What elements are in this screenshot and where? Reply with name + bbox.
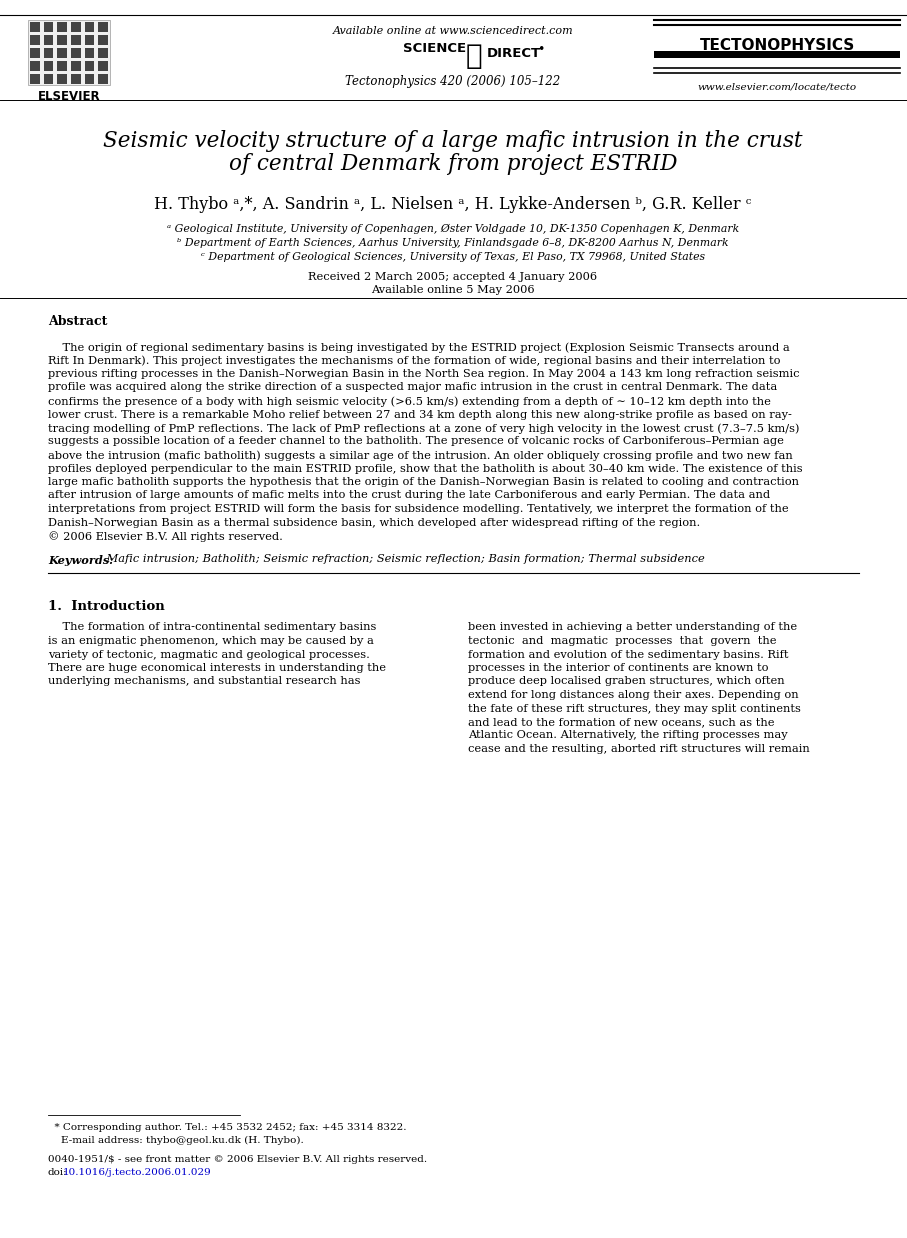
Text: Danish–Norwegian Basin as a thermal subsidence basin, which developed after wide: Danish–Norwegian Basin as a thermal subs… [48, 517, 700, 527]
Text: ⓐ: ⓐ [466, 42, 483, 71]
Text: 10.1016/j.tecto.2006.01.029: 10.1016/j.tecto.2006.01.029 [63, 1167, 211, 1177]
Text: doi:: doi: [48, 1167, 68, 1177]
Bar [98, 61, 108, 71]
Text: * Corresponding author. Tel.: +45 3532 2452; fax: +45 3314 8322.: * Corresponding author. Tel.: +45 3532 2… [48, 1123, 406, 1132]
Bar [44, 61, 54, 71]
Text: profile was acquired along the strike direction of a suspected major mafic intru: profile was acquired along the strike di… [48, 383, 777, 392]
Text: •: • [537, 43, 544, 56]
Bar [30, 74, 40, 84]
Bar [71, 61, 81, 71]
Text: extend for long distances along their axes. Depending on: extend for long distances along their ax… [468, 690, 799, 699]
Text: Mafic intrusion; Batholith; Seismic refraction; Seismic reflection; Basin format: Mafic intrusion; Batholith; Seismic refr… [103, 555, 705, 565]
Bar [30, 48, 40, 58]
Bar [84, 22, 94, 32]
Text: confirms the presence of a body with high seismic velocity (>6.5 km/s) extending: confirms the presence of a body with hig… [48, 396, 771, 406]
Text: suggests a possible location of a feeder channel to the batholith. The presence : suggests a possible location of a feeder… [48, 437, 784, 447]
Bar [30, 35, 40, 45]
Bar [44, 48, 54, 58]
Text: previous rifting processes in the Danish–Norwegian Basin in the North Sea region: previous rifting processes in the Danish… [48, 369, 799, 379]
Text: interpretations from project ESTRID will form the basis for subsidence modelling: interpretations from project ESTRID will… [48, 504, 788, 514]
Text: ᵇ Department of Earth Sciences, Aarhus University, Finlandsgade 6–8, DK-8200 Aar: ᵇ Department of Earth Sciences, Aarhus U… [177, 238, 729, 248]
Text: Abstract: Abstract [48, 314, 107, 328]
Text: Atlantic Ocean. Alternatively, the rifting processes may: Atlantic Ocean. Alternatively, the rifti… [468, 730, 787, 740]
Text: Seismic velocity structure of a large mafic intrusion in the crust: Seismic velocity structure of a large ma… [103, 130, 803, 152]
Text: ᶜ Department of Geological Sciences, University of Texas, El Paso, TX 79968, Uni: ᶜ Department of Geological Sciences, Uni… [201, 253, 705, 262]
Text: 0040-1951/$ - see front matter © 2006 Elsevier B.V. All rights reserved.: 0040-1951/$ - see front matter © 2006 El… [48, 1155, 427, 1164]
Text: www.elsevier.com/locate/tecto: www.elsevier.com/locate/tecto [697, 82, 856, 92]
Text: E-mail address: thybo@geol.ku.dk (H. Thybo).: E-mail address: thybo@geol.ku.dk (H. Thy… [48, 1136, 304, 1145]
Text: is an enigmatic phenomenon, which may be caused by a: is an enigmatic phenomenon, which may be… [48, 636, 374, 646]
Text: DIRECT: DIRECT [487, 47, 541, 59]
Bar [44, 74, 54, 84]
Text: tectonic  and  magmatic  processes  that  govern  the: tectonic and magmatic processes that gov… [468, 636, 776, 646]
Text: and lead to the formation of new oceans, such as the: and lead to the formation of new oceans,… [468, 717, 775, 727]
Text: There are huge economical interests in understanding the: There are huge economical interests in u… [48, 664, 386, 673]
Bar [57, 48, 67, 58]
Text: processes in the interior of continents are known to: processes in the interior of continents … [468, 664, 768, 673]
Bar [84, 61, 94, 71]
Text: after intrusion of large amounts of mafic melts into the crust during the late C: after intrusion of large amounts of mafi… [48, 490, 770, 500]
Bar [98, 22, 108, 32]
Text: cease and the resulting, aborted rift structures will remain: cease and the resulting, aborted rift st… [468, 744, 810, 754]
Text: formation and evolution of the sedimentary basins. Rift: formation and evolution of the sedimenta… [468, 650, 788, 660]
Bar [71, 22, 81, 32]
Bar [654, 51, 900, 58]
Text: tracing modelling of PmP reflections. The lack of PmP reflections at a zone of v: tracing modelling of PmP reflections. Th… [48, 423, 799, 433]
Bar [57, 22, 67, 32]
Bar [57, 61, 67, 71]
Text: underlying mechanisms, and substantial research has: underlying mechanisms, and substantial r… [48, 676, 360, 687]
Bar [71, 35, 81, 45]
Text: of central Denmark from project ESTRID: of central Denmark from project ESTRID [229, 154, 678, 175]
Text: Available online 5 May 2006: Available online 5 May 2006 [371, 285, 535, 295]
Bar [98, 48, 108, 58]
Bar [71, 74, 81, 84]
Bar [30, 22, 40, 32]
Text: TECTONOPHYSICS: TECTONOPHYSICS [699, 38, 854, 53]
Text: Received 2 March 2005; accepted 4 January 2006: Received 2 March 2005; accepted 4 Januar… [308, 272, 598, 282]
Text: produce deep localised graben structures, which often: produce deep localised graben structures… [468, 676, 785, 687]
Text: The origin of regional sedimentary basins is being investigated by the ESTRID pr: The origin of regional sedimentary basin… [48, 342, 790, 353]
Text: the fate of these rift structures, they may split continents: the fate of these rift structures, they … [468, 703, 801, 713]
Text: © 2006 Elsevier B.V. All rights reserved.: © 2006 Elsevier B.V. All rights reserved… [48, 531, 283, 542]
Text: The formation of intra-continental sedimentary basins: The formation of intra-continental sedim… [48, 623, 376, 633]
Text: Tectonophysics 420 (2006) 105–122: Tectonophysics 420 (2006) 105–122 [346, 76, 561, 88]
Bar [84, 35, 94, 45]
Text: ELSEVIER: ELSEVIER [38, 90, 101, 103]
Bar [30, 61, 40, 71]
Text: above the intrusion (mafic batholith) suggests a similar age of the intrusion. A: above the intrusion (mafic batholith) su… [48, 449, 793, 461]
Text: variety of tectonic, magmatic and geological processes.: variety of tectonic, magmatic and geolog… [48, 650, 370, 660]
Text: large mafic batholith supports the hypothesis that the origin of the Danish–Norw: large mafic batholith supports the hypot… [48, 477, 799, 487]
Bar [57, 74, 67, 84]
Bar [84, 48, 94, 58]
Text: been invested in achieving a better understanding of the: been invested in achieving a better unde… [468, 623, 797, 633]
Text: 1.  Introduction: 1. Introduction [48, 600, 165, 614]
Text: ᵃ Geological Institute, University of Copenhagen, Øster Voldgade 10, DK-1350 Cop: ᵃ Geological Institute, University of Co… [167, 224, 739, 234]
Bar [57, 35, 67, 45]
Text: Rift In Denmark). This project investigates the mechanisms of the formation of w: Rift In Denmark). This project investiga… [48, 355, 781, 366]
Text: Available online at www.sciencedirect.com: Available online at www.sciencedirect.co… [333, 26, 573, 36]
Text: H. Thybo ᵃ,*, A. Sandrin ᵃ, L. Nielsen ᵃ, H. Lykke-Andersen ᵇ, G.R. Keller ᶜ: H. Thybo ᵃ,*, A. Sandrin ᵃ, L. Nielsen ᵃ… [154, 196, 752, 213]
Text: Keywords:: Keywords: [48, 555, 113, 566]
Bar [44, 35, 54, 45]
Bar [71, 48, 81, 58]
Text: profiles deployed perpendicular to the main ESTRID profile, show that the bathol: profiles deployed perpendicular to the m… [48, 463, 803, 473]
Bar [84, 74, 94, 84]
Bar [44, 22, 54, 32]
Bar [28, 20, 110, 85]
Text: lower crust. There is a remarkable Moho relief between 27 and 34 km depth along : lower crust. There is a remarkable Moho … [48, 410, 792, 420]
Text: SCIENCE: SCIENCE [403, 42, 466, 54]
Bar [98, 35, 108, 45]
Bar [98, 74, 108, 84]
